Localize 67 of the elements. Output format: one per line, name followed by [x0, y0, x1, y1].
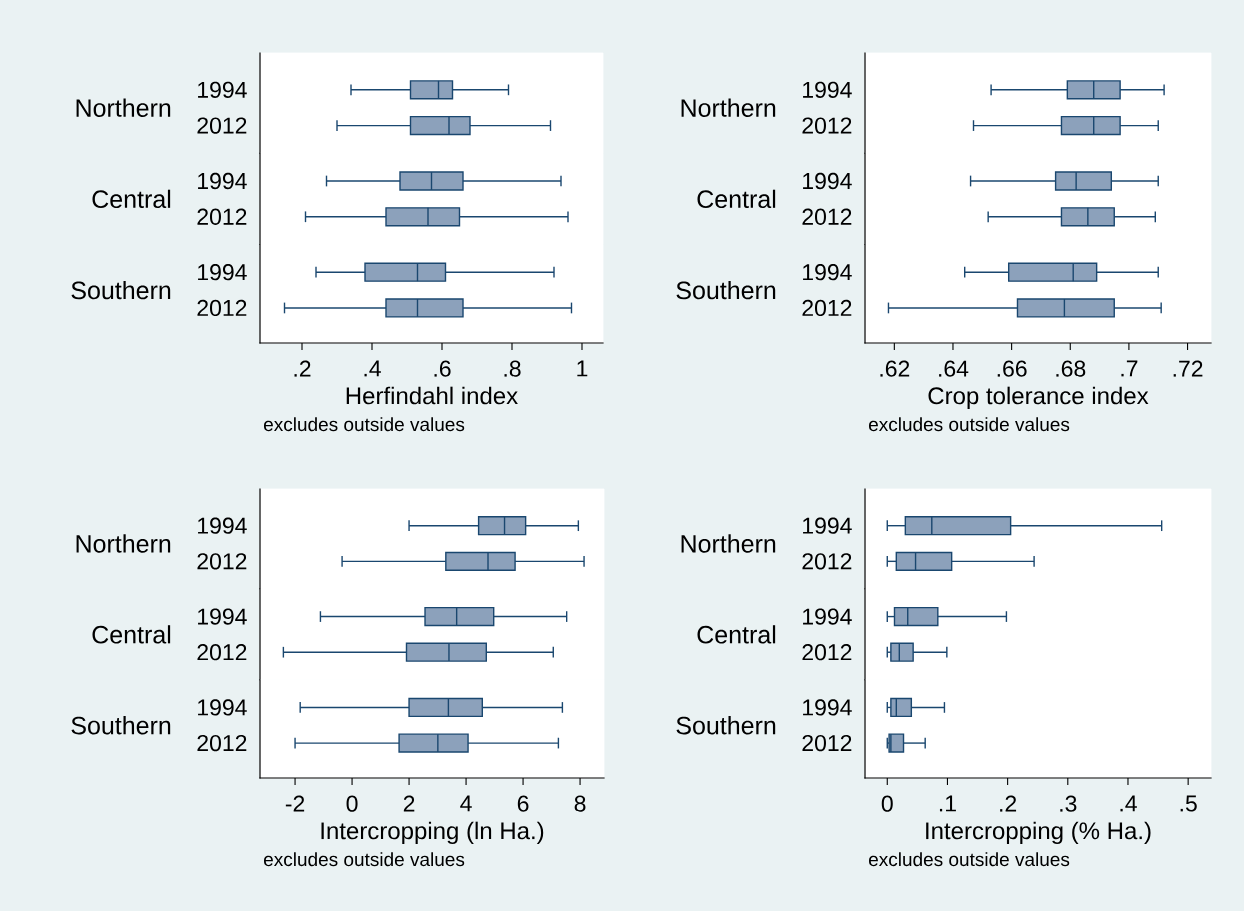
- y-axis-title: Southern: [676, 280, 776, 300]
- y-tick-label: 2012: [802, 299, 852, 317]
- x-tick-label: .66: [997, 360, 1027, 377]
- x-tick-label: .64: [939, 360, 969, 377]
- x-tick-label: .2: [294, 360, 311, 377]
- y-axis-title: Central: [697, 189, 776, 209]
- x-axis-title: Crop tolerance index: [928, 386, 1149, 410]
- x-tick-label: .2: [1000, 795, 1017, 812]
- text: excludes outside values: [869, 417, 1070, 432]
- y-axis-title: Southern: [71, 280, 171, 300]
- y-tick-label: 2012: [802, 734, 852, 752]
- text: excludes outside values: [869, 852, 1070, 867]
- y-tick-label: 1994: [198, 81, 247, 98]
- x-axis-title: Intercropping (ln Ha.): [321, 821, 544, 845]
- y-tick-label: 2012: [802, 208, 852, 225]
- y-tick-label: 1994: [803, 81, 852, 98]
- y-tick-label: 2012: [197, 553, 247, 570]
- y-tick-label: 1994: [803, 699, 852, 716]
- x-tick-label: .68: [1056, 360, 1086, 377]
- y-tick-label: 2012: [802, 644, 852, 661]
- x-tick-label: .1: [939, 795, 956, 812]
- x-tick-label: .4: [1120, 795, 1137, 812]
- y-tick-label: 2012: [197, 644, 247, 661]
- text: excludes outside values: [264, 417, 465, 432]
- x-tick-label: 0: [346, 795, 358, 812]
- y-tick-label: 1994: [803, 264, 852, 281]
- x-tick-label: 2: [403, 795, 415, 812]
- y-tick-label: 2012: [197, 208, 247, 225]
- x-tick-label: 1: [577, 360, 588, 377]
- x-tick-label: .8: [504, 360, 521, 377]
- y-tick-label: 1994: [803, 608, 852, 625]
- y-tick-label: 2012: [197, 734, 247, 752]
- text: excludes outside values: [264, 852, 465, 867]
- x-tick-label: .5: [1180, 795, 1197, 812]
- y-axis-title: Northern: [76, 98, 171, 117]
- x-tick-label: .3: [1060, 795, 1077, 812]
- y-axis-title: Southern: [71, 716, 171, 735]
- x-axis-title: Intercropping (% Ha.): [926, 821, 1151, 845]
- y-axis-title: Northern: [681, 534, 776, 553]
- x-tick-label: 0: [881, 795, 893, 812]
- y-tick-label: 1994: [198, 264, 247, 281]
- x-tick-label: 6: [517, 795, 529, 812]
- y-axis-title: Central: [92, 625, 171, 644]
- y-axis-title: Northern: [681, 98, 776, 117]
- x-tick-label: 4: [460, 795, 472, 812]
- y-tick-label: 1994: [198, 699, 247, 716]
- y-axis-title: Southern: [676, 716, 776, 735]
- y-axis-title: Central: [697, 625, 776, 644]
- x-axis-title: Herfindahl index: [346, 386, 518, 405]
- y-tick-label: 2012: [802, 117, 852, 134]
- y-axis-title: Central: [92, 189, 171, 209]
- y-tick-label: 1994: [803, 517, 852, 534]
- y-tick-label: 2012: [197, 117, 247, 134]
- x-tick-label: .6: [434, 360, 451, 377]
- x-tick-label: .72: [1173, 360, 1203, 377]
- x-tick-label: .7: [1121, 360, 1138, 377]
- x-tick-label: 8: [574, 795, 586, 812]
- y-tick-label: 1994: [803, 172, 852, 190]
- y-tick-label: 1994: [198, 608, 247, 625]
- y-tick-label: 2012: [197, 299, 247, 317]
- y-axis-title: Northern: [76, 534, 171, 553]
- y-tick-label: 1994: [198, 517, 247, 534]
- y-tick-label: 1994: [198, 172, 247, 190]
- x-tick-label: -2: [285, 795, 305, 812]
- x-tick-label: .62: [880, 360, 910, 377]
- y-tick-label: 2012: [802, 553, 852, 570]
- x-tick-label: .4: [364, 360, 381, 377]
